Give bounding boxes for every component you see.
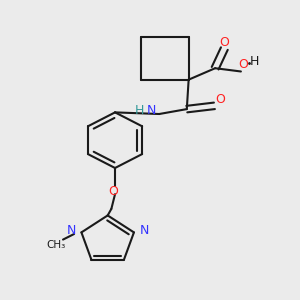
Text: O: O xyxy=(238,58,248,71)
Text: H: H xyxy=(250,55,260,68)
Text: CH₃: CH₃ xyxy=(46,241,65,250)
Text: N: N xyxy=(147,104,157,117)
Text: O: O xyxy=(108,185,118,198)
Text: H: H xyxy=(134,104,144,117)
Text: N: N xyxy=(66,224,76,237)
Text: O: O xyxy=(215,93,225,106)
Text: N: N xyxy=(140,224,149,237)
Text: O: O xyxy=(219,36,229,49)
